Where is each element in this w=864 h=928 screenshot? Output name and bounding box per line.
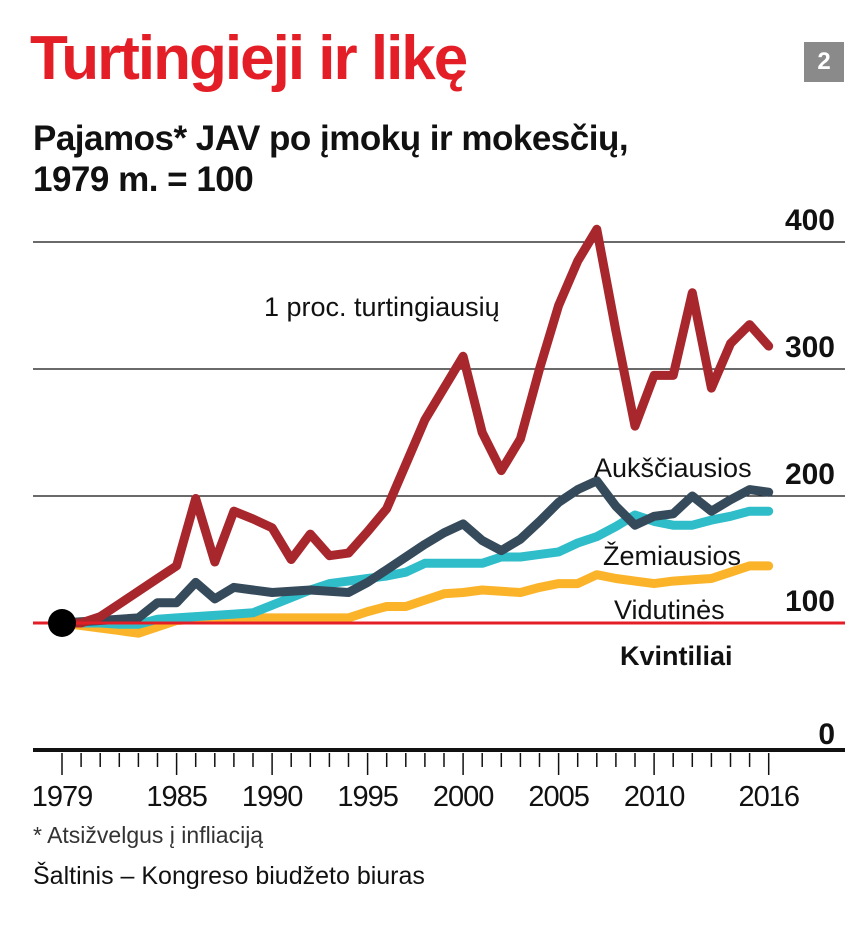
chart-subtitle: Pajamos* JAV po įmokų ir mokesčių, 1979 … bbox=[33, 118, 629, 201]
series-line-top1 bbox=[57, 224, 774, 628]
x-tick-label-1985: 1985 bbox=[146, 781, 207, 813]
subtitle-line-2: 1979 m. = 100 bbox=[33, 160, 254, 200]
x-tick-label-1995: 1995 bbox=[337, 781, 398, 813]
x-tick-label-2005: 2005 bbox=[528, 781, 589, 813]
group-label-quintiles: Kvintiliai bbox=[620, 641, 733, 671]
source-credit: Šaltinis – Kongreso biudžeto biuras bbox=[33, 862, 425, 890]
origin-point bbox=[48, 609, 76, 637]
y-tick-label-0: 0 bbox=[818, 718, 835, 751]
series-label-middle: Vidutinės bbox=[614, 595, 725, 625]
series-label-highest: Aukščiausios bbox=[594, 453, 752, 483]
y-tick-label-300: 300 bbox=[785, 331, 835, 364]
x-tick-label-2000: 2000 bbox=[433, 781, 494, 813]
series-label-lowest: Žemiausios bbox=[603, 540, 741, 571]
page-number-badge: 2 bbox=[804, 42, 844, 82]
y-tick-label-200: 200 bbox=[785, 458, 835, 491]
y-tick-label-400: 400 bbox=[785, 204, 835, 237]
y-tick-label-100: 100 bbox=[785, 585, 835, 618]
series-label-top1: 1 proc. turtingiausių bbox=[264, 292, 500, 322]
x-tick-label-2016: 2016 bbox=[738, 781, 799, 813]
x-tick-label-1990: 1990 bbox=[242, 781, 303, 813]
x-tick-label-1979: 1979 bbox=[32, 781, 93, 813]
subtitle-line-1: Pajamos* JAV po įmokų ir mokesčių, bbox=[33, 119, 629, 158]
series-line-highest bbox=[57, 476, 774, 628]
x-tick-label-2010: 2010 bbox=[624, 781, 685, 813]
chart-title: Turtingieji ir likę bbox=[30, 24, 468, 93]
footnote-inflation: * Atsižvelgus į infliaciją bbox=[33, 822, 264, 848]
